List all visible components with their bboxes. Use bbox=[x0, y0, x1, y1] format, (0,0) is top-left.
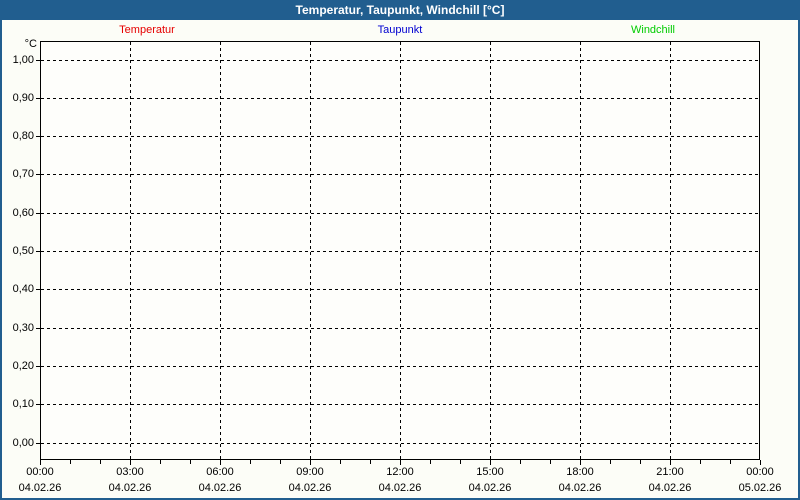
x-axis-major-tick bbox=[670, 460, 671, 465]
x-axis-minor-tick bbox=[250, 460, 251, 464]
vertical-gridline bbox=[130, 42, 131, 459]
x-axis-minor-tick bbox=[160, 460, 161, 464]
x-axis-minor-tick bbox=[370, 460, 371, 464]
legend-item-windchill: Windchill bbox=[630, 24, 676, 36]
x-date-label: 04.02.26 bbox=[198, 482, 242, 494]
x-axis-minor-tick bbox=[520, 460, 521, 464]
x-axis-major-tick bbox=[760, 460, 761, 465]
x-axis-major-tick bbox=[220, 460, 221, 465]
x-axis-minor-tick bbox=[280, 460, 281, 464]
x-axis-major-tick bbox=[40, 460, 41, 465]
y-axis-tick bbox=[36, 213, 40, 214]
y-tick-label: 0,90 bbox=[12, 92, 34, 104]
x-axis-minor-tick bbox=[730, 460, 731, 464]
x-axis-major-tick bbox=[400, 460, 401, 465]
x-axis-minor-tick bbox=[340, 460, 341, 464]
y-tick-label: 0,70 bbox=[12, 168, 34, 180]
x-axis-major-tick bbox=[130, 460, 131, 465]
x-axis-minor-tick bbox=[550, 460, 551, 464]
y-axis-tick bbox=[36, 136, 40, 137]
y-tick-label: 1,00 bbox=[12, 54, 34, 66]
x-time-label: 00:00 bbox=[26, 466, 54, 478]
y-axis-unit-label: °C bbox=[24, 38, 37, 50]
y-axis-tick bbox=[36, 251, 40, 252]
x-date-label: 05.02.26 bbox=[738, 482, 782, 494]
x-axis-minor-tick bbox=[430, 460, 431, 464]
y-axis-tick bbox=[36, 174, 40, 175]
x-axis-minor-tick bbox=[190, 460, 191, 464]
y-axis-tick bbox=[36, 98, 40, 99]
vertical-gridline bbox=[670, 42, 671, 459]
legend-item-temperatur: Temperatur bbox=[119, 24, 175, 36]
x-axis-minor-tick bbox=[610, 460, 611, 464]
y-tick-label: 0,20 bbox=[12, 360, 34, 372]
x-time-label: 03:00 bbox=[116, 466, 144, 478]
x-date-label: 04.02.26 bbox=[378, 482, 422, 494]
x-date-label: 04.02.26 bbox=[468, 482, 512, 494]
vertical-gridline bbox=[490, 42, 491, 459]
legend-item-taupunkt: Taupunkt bbox=[377, 24, 423, 36]
y-tick-label: 0,10 bbox=[12, 398, 34, 410]
x-axis-major-tick bbox=[310, 460, 311, 465]
x-axis-minor-tick bbox=[100, 460, 101, 464]
x-time-label: 06:00 bbox=[206, 466, 234, 478]
x-axis-minor-tick bbox=[460, 460, 461, 464]
x-axis-minor-tick bbox=[640, 460, 641, 464]
y-tick-label: 0,00 bbox=[12, 437, 34, 449]
y-axis-tick bbox=[36, 404, 40, 405]
y-tick-label: 0,50 bbox=[12, 245, 34, 257]
vertical-gridline bbox=[310, 42, 311, 459]
x-date-label: 04.02.26 bbox=[288, 482, 332, 494]
vertical-gridline bbox=[580, 42, 581, 459]
y-tick-label: 0,30 bbox=[12, 322, 34, 334]
x-time-label: 18:00 bbox=[566, 466, 594, 478]
x-time-label: 12:00 bbox=[386, 466, 414, 478]
x-axis-major-tick bbox=[490, 460, 491, 465]
x-axis-major-tick bbox=[580, 460, 581, 465]
y-tick-label: 0,40 bbox=[12, 283, 34, 295]
y-axis-tick bbox=[36, 289, 40, 290]
y-axis-tick bbox=[36, 443, 40, 444]
y-tick-label: 0,80 bbox=[12, 130, 34, 142]
x-date-label: 04.02.26 bbox=[648, 482, 692, 494]
x-date-label: 04.02.26 bbox=[108, 482, 152, 494]
y-axis-tick bbox=[36, 366, 40, 367]
x-axis-minor-tick bbox=[70, 460, 71, 464]
window-titlebar: Temperatur, Taupunkt, Windchill [°C] bbox=[0, 0, 800, 20]
y-axis-tick bbox=[36, 328, 40, 329]
x-time-label: 00:00 bbox=[746, 466, 774, 478]
x-time-label: 21:00 bbox=[656, 466, 684, 478]
x-time-label: 15:00 bbox=[476, 466, 504, 478]
y-tick-label: 0,60 bbox=[12, 207, 34, 219]
x-date-label: 04.02.26 bbox=[18, 482, 62, 494]
x-axis-minor-tick bbox=[700, 460, 701, 464]
vertical-gridline bbox=[220, 42, 221, 459]
window-title: Temperatur, Taupunkt, Windchill [°C] bbox=[295, 3, 505, 17]
y-axis-tick bbox=[36, 60, 40, 61]
x-time-label: 09:00 bbox=[296, 466, 324, 478]
vertical-gridline bbox=[400, 42, 401, 459]
x-date-label: 04.02.26 bbox=[558, 482, 602, 494]
